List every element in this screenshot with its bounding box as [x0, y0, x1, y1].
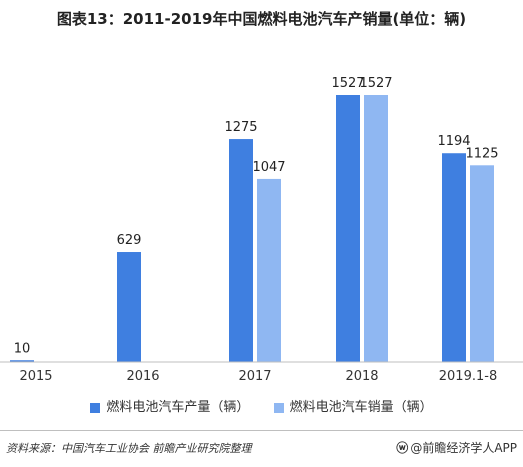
data-label: 1275	[224, 120, 257, 135]
bar-production	[336, 95, 360, 362]
data-label: 629	[117, 233, 142, 248]
data-label: 1527	[359, 76, 392, 91]
legend-item-production: 燃料电池汽车产量（辆）	[90, 396, 249, 415]
source-note: 资料来源：中国汽车工业协会 前瞻产业研究院整理	[6, 442, 252, 455]
data-label: 1047	[252, 160, 285, 175]
legend-label-sales: 燃料电池汽车销量（辆）	[289, 400, 433, 415]
data-label: 10	[14, 341, 31, 356]
weibo-icon: ⓦ	[396, 441, 409, 455]
legend: 燃料电池汽车产量（辆） 燃料电池汽车销量（辆）	[0, 396, 523, 415]
x-tick-label: 2015	[19, 369, 52, 384]
x-tick-label: 2018	[345, 369, 378, 384]
data-label: 1125	[465, 146, 498, 161]
bar-production	[442, 153, 466, 362]
x-tick-label: 2016	[126, 369, 159, 384]
footer-brand: ⓦ @前瞻经济学人APP	[396, 439, 517, 456]
bar-sales	[257, 178, 281, 362]
bar-production	[229, 139, 253, 362]
chart-title: 图表13：2011-2019年中国燃料电池汽车产销量(单位：辆)	[56, 10, 467, 28]
bar-production	[10, 360, 34, 362]
x-tick-label: 2019.1-8	[439, 369, 497, 384]
data-label: 1194	[437, 134, 470, 149]
footer-divider	[0, 430, 523, 431]
bar-production	[117, 252, 141, 362]
x-tick-labels-layer: 2015 2016 2017 2018 2019.1-8	[19, 369, 497, 384]
bars-layer	[10, 95, 494, 362]
legend-swatch-production	[90, 402, 101, 413]
bar-sales	[470, 165, 494, 362]
x-tick-label: 2017	[238, 369, 271, 384]
legend-swatch-sales	[273, 402, 284, 413]
data-label: 1527	[331, 76, 364, 91]
legend-item-sales: 燃料电池汽车销量（辆）	[273, 396, 433, 415]
bar-sales	[364, 95, 388, 362]
brand-label: @前瞻经济学人APP	[410, 441, 517, 455]
legend-label-production: 燃料电池汽车产量（辆）	[106, 400, 250, 415]
